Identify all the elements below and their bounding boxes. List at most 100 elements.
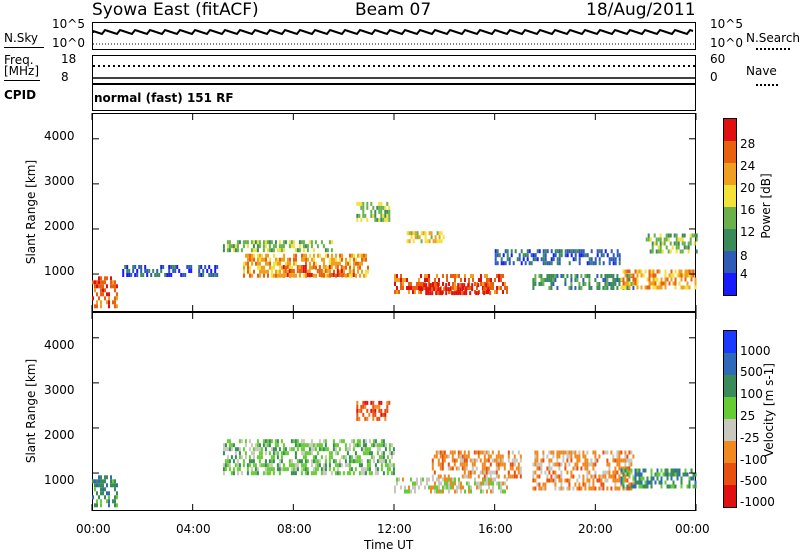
power-cell (420, 231, 423, 236)
power-cell (438, 235, 441, 240)
power-cell (636, 281, 639, 286)
velocity-cell (476, 485, 478, 490)
velocity-cell (310, 471, 313, 476)
power-cell (245, 253, 247, 258)
power-cell (374, 217, 377, 222)
velocity-cell (574, 450, 577, 455)
power-cell (184, 273, 187, 277)
power-cell (636, 277, 639, 282)
power-cell (298, 248, 301, 253)
power-cell (624, 281, 627, 286)
power-cell (538, 274, 541, 278)
power-cell (319, 253, 321, 258)
velocity-cell (280, 467, 283, 472)
power-cell (104, 288, 106, 293)
velocity-cell (513, 462, 516, 467)
velocity-cell (442, 489, 444, 494)
power-cell (695, 233, 698, 238)
velocity-cell (632, 484, 635, 489)
velocity-cell (660, 484, 663, 489)
velocity-cell (517, 466, 520, 471)
power-cell (492, 286, 494, 290)
velocity-cell (481, 462, 484, 467)
power-cell (245, 261, 247, 266)
power-cell (650, 273, 653, 278)
velocity-cell (102, 483, 104, 488)
velocity-cell (358, 471, 361, 476)
velocity-cell (432, 477, 434, 482)
velocity-cell (294, 467, 297, 472)
velocity-cell (328, 455, 331, 460)
power-cell (652, 269, 655, 274)
power-cell (267, 253, 269, 258)
power-cell (667, 249, 670, 254)
power-cell (116, 284, 118, 289)
power-cell (570, 253, 573, 258)
velocity-cell (236, 471, 239, 476)
velocity-cell (564, 450, 567, 455)
velocity-cell (440, 481, 442, 486)
velocity-cell (624, 468, 627, 473)
velocity-cell (440, 489, 442, 494)
velocity-cell (334, 447, 337, 452)
power-cell (532, 282, 535, 286)
velocity-cell (418, 485, 420, 490)
power-cell (314, 240, 317, 245)
power-ytick-4000: 4000 (44, 129, 75, 143)
velocity-cell (538, 474, 541, 479)
velocity-cell (578, 474, 581, 479)
velocity-cell (564, 462, 567, 467)
power-cell (318, 265, 321, 269)
power-cell (259, 265, 261, 270)
power-cell (140, 269, 143, 273)
power-cell (330, 240, 333, 245)
velocity-cell (487, 470, 490, 475)
power-cell (302, 240, 305, 245)
velocity-cell (688, 480, 691, 485)
power-cell (238, 240, 241, 245)
power-cell (690, 277, 693, 282)
power-cell (256, 248, 259, 253)
power-cell (608, 257, 611, 262)
velocity-colorbar-segment (724, 441, 736, 463)
velocity-cell (288, 463, 291, 468)
power-cell (540, 274, 543, 278)
power-cell (664, 277, 667, 282)
velocity-cell (226, 459, 229, 464)
velocity-cell (536, 450, 539, 455)
velocity-cell (454, 489, 456, 494)
velocity-cell (594, 454, 597, 459)
velocity-cell (372, 400, 375, 405)
velocity-cell (483, 466, 486, 471)
power-cell (616, 274, 619, 278)
power-colorbar-segment (724, 141, 736, 163)
power-cell (683, 245, 686, 250)
power-cell (172, 265, 175, 269)
velocity-cell (457, 450, 460, 455)
power-cell (684, 273, 687, 278)
power-cell (506, 290, 508, 294)
power-cell (412, 231, 415, 236)
power-cell (308, 269, 311, 273)
velocity-cell (328, 463, 331, 468)
velocity-cell (366, 467, 369, 472)
power-cell (265, 257, 267, 262)
power-cell (106, 300, 108, 305)
velocity-cell (461, 458, 464, 463)
velocity-cell (542, 454, 545, 459)
power-cell (408, 239, 411, 244)
velocity-cell (354, 451, 357, 456)
velocity-cell (284, 447, 287, 452)
velocity-cell (376, 451, 379, 456)
velocity-cell (465, 458, 468, 463)
velocity-cell (456, 489, 458, 494)
power-cell (604, 278, 607, 282)
velocity-cell (598, 486, 601, 491)
power-cell (578, 253, 581, 258)
velocity-cell (96, 503, 98, 508)
velocity-cell (264, 471, 267, 476)
power-cell (590, 286, 593, 290)
velocity-cell (622, 458, 625, 463)
power-cell (243, 265, 245, 270)
velocity-cell (234, 447, 237, 452)
